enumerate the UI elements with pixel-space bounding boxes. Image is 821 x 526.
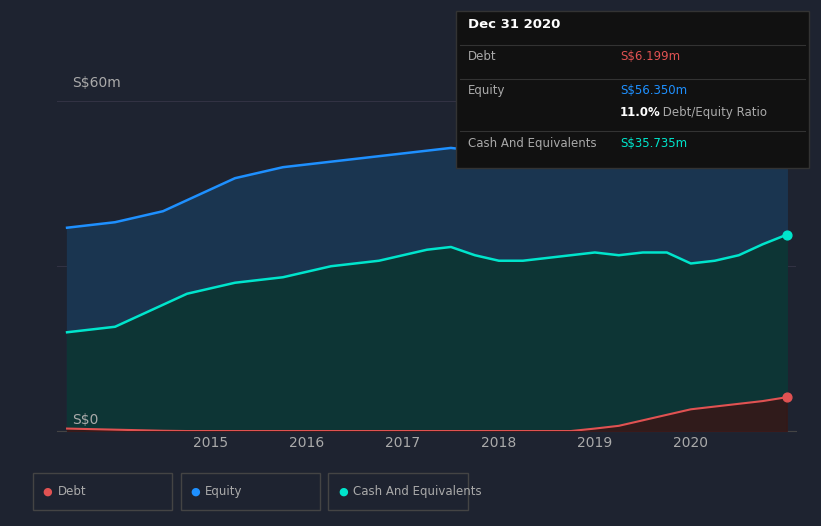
Text: ●: ● bbox=[338, 487, 348, 497]
Text: Debt/Equity Ratio: Debt/Equity Ratio bbox=[659, 106, 768, 119]
Text: S$56.350m: S$56.350m bbox=[620, 84, 687, 97]
Text: S$0: S$0 bbox=[72, 413, 99, 427]
Text: S$35.735m: S$35.735m bbox=[620, 137, 687, 150]
Text: Debt: Debt bbox=[57, 485, 86, 498]
Text: Cash And Equivalents: Cash And Equivalents bbox=[353, 485, 482, 498]
Text: ●: ● bbox=[190, 487, 200, 497]
Text: Cash And Equivalents: Cash And Equivalents bbox=[468, 137, 597, 150]
Text: Equity: Equity bbox=[205, 485, 243, 498]
Text: Dec 31 2020: Dec 31 2020 bbox=[468, 18, 561, 32]
Point bbox=[780, 230, 793, 239]
Point bbox=[780, 117, 793, 125]
Text: S$6.199m: S$6.199m bbox=[620, 50, 680, 63]
Text: 11.0%: 11.0% bbox=[620, 106, 661, 119]
Text: Equity: Equity bbox=[468, 84, 506, 97]
Text: Debt: Debt bbox=[468, 50, 497, 63]
Text: S$60m: S$60m bbox=[72, 76, 121, 90]
Text: ●: ● bbox=[43, 487, 53, 497]
Point bbox=[780, 393, 793, 401]
